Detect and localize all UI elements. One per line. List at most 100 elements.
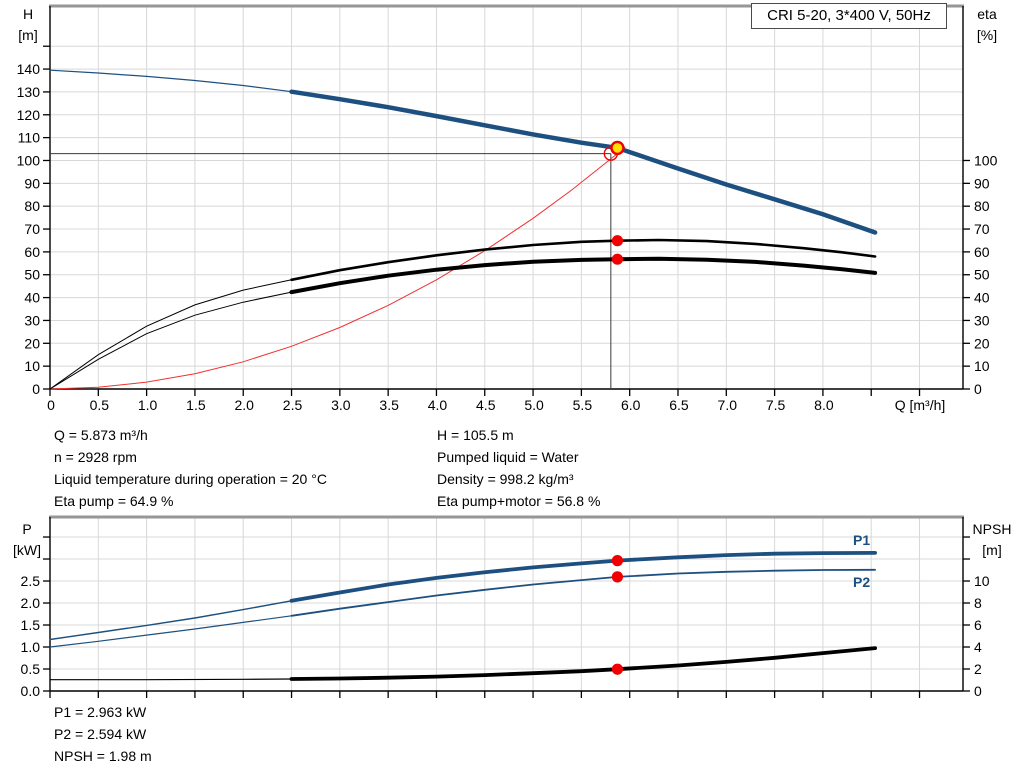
tick-label-right: 2 [974,661,982,677]
p1-curve-label: P1 [853,532,871,548]
tick-label-x: 7.5 [766,397,786,413]
tick-label-x: 0 [47,397,55,413]
npsh-axis-unit: [m] [982,542,1002,558]
info-p1: P1 = 2.963 kW [54,704,147,720]
h-axis-title: H [m] [8,4,48,46]
tick-label-x: 7.0 [718,397,738,413]
tick-label-left: 40 [24,290,40,306]
info-pumped-liquid: Pumped liquid = Water [437,449,579,465]
eta-axis-name: eta [977,6,997,22]
curve-eta-pump-motor [289,256,878,295]
tick-label-right: 50 [974,267,990,283]
q-axis-title: Q [m³/h] [894,397,946,413]
tick-label-left: 70 [24,221,40,237]
tick-label-right: 90 [974,175,990,191]
curve-eta-pump [290,238,877,282]
info-liquid-temp: Liquid temperature during operation = 20… [54,471,327,487]
tick-label-left: 140 [17,61,41,77]
p-axis-unit: [kW] [13,542,41,558]
tick-label-left: 80 [24,198,40,214]
p-axis-name: P [22,521,32,537]
duty-info-bottom: P1 = 2.963 kW P2 = 2.594 kW NPSH = 1.98 … [54,701,152,767]
tick-label-x: 6.5 [669,397,689,413]
curve-p1 [289,551,877,603]
tick-label-right: 10 [974,573,990,589]
tick-label-x: 0.5 [90,397,110,413]
tick-label-left: 60 [24,244,40,260]
tick-label-x: 3.0 [331,397,351,413]
tick-label-left: 2.5 [21,573,41,589]
curve-p2-thin [49,615,293,648]
curve-npsh [289,646,877,681]
info-q: Q = 5.873 m³/h [54,427,148,443]
curve-npsh-thin [49,678,293,681]
marker-duty-dot [611,235,624,247]
tick-label-left: 90 [24,175,40,191]
tick-label-left: 30 [24,312,40,328]
info-eta-pump-motor: Eta pump+motor = 56.8 % [437,493,601,509]
tick-label-x: 1.5 [186,397,206,413]
tick-label-left: 130 [17,84,41,100]
tick-label-right: 0 [974,683,982,699]
tick-label-right: 40 [974,290,990,306]
npsh-axis-title: NPSH [m] [962,519,1022,561]
tick-label-right: 10 [974,358,990,374]
curve-p2 [290,568,876,617]
marker-duty-dot [611,253,624,265]
tick-label-right: 20 [974,335,990,351]
eta-axis-unit: [%] [976,27,998,43]
tick-label-x: 2.0 [234,397,254,413]
marker-duty-dot [611,663,624,675]
tick-label-left: 1.0 [21,639,41,655]
tick-label-left: 0 [32,381,40,397]
duty-info-left: Q = 5.873 m³/h n = 2928 rpm Liquid tempe… [54,424,327,512]
marker-duty-dot [611,555,624,567]
tick-label-right: 60 [974,244,990,260]
info-p2: P2 = 2.594 kW [54,726,147,742]
info-npsh: NPSH = 1.98 m [54,748,152,764]
tick-label-right: 8 [974,595,982,611]
tick-label-left: 1.5 [21,617,41,633]
tick-label-left: 20 [24,335,40,351]
h-axis-name: H [22,6,34,22]
tick-label-right: 0 [974,381,982,397]
info-speed: n = 2928 rpm [54,449,137,465]
info-density: Density = 998.2 kg/m³ [437,471,574,487]
p2-curve-label: P2 [853,574,871,590]
tick-label-left: 50 [24,267,40,283]
tick-label-x: 8.0 [814,397,834,413]
tick-label-x: 2.5 [283,397,303,413]
tick-label-right: 80 [974,198,990,214]
tick-label-right: 100 [974,152,998,168]
tick-label-x: 4.0 [428,397,448,413]
tick-label-left: 100 [17,152,41,168]
tick-label-left: 110 [18,130,41,146]
tick-label-x: 6.0 [621,397,641,413]
duty-info-right: H = 105.5 m Pumped liquid = Water Densit… [437,424,600,512]
tick-label-right: 30 [974,312,990,328]
curve-eta-pump-motor-thin [49,291,292,390]
tick-label-left: 0.0 [21,683,41,699]
tick-label-x: 5.5 [573,397,593,413]
curve-qh [289,89,878,235]
curve-qh-thin [49,69,293,93]
marker-duty-dot [611,571,624,583]
info-head: H = 105.5 m [437,427,514,443]
marker-duty-point[interactable] [610,140,625,156]
tick-label-right: 6 [974,617,982,633]
tick-label-x: 3.5 [379,397,399,413]
tick-label-left: 10 [24,358,40,374]
tick-label-x: 4.5 [476,397,496,413]
tick-label-left: 120 [17,107,41,123]
tick-label-left: 2.0 [21,595,41,611]
curve-system-curve-thin [49,146,626,390]
tick-label-x: 5.0 [524,397,544,413]
h-axis-unit: [m] [18,27,38,43]
eta-axis-title: eta [%] [964,4,1010,46]
curve-eta-pump-thin [49,279,292,390]
info-eta-pump: Eta pump = 64.9 % [54,493,174,509]
tick-label-x: 1.0 [138,397,158,413]
tick-label-right: 4 [974,639,982,655]
